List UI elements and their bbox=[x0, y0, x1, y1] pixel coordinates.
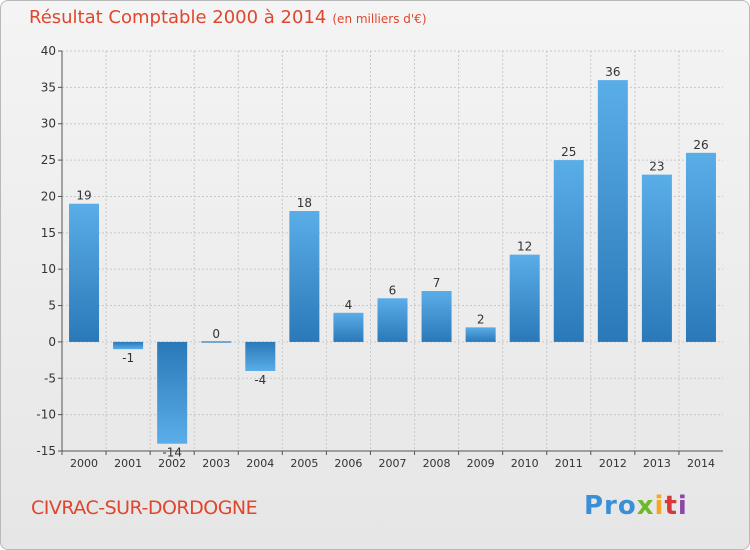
y-tick-label: 0 bbox=[48, 335, 56, 349]
bar bbox=[201, 341, 232, 343]
proxiti-logo: Proxiti bbox=[584, 491, 688, 521]
commune-name: CIVRAC-SUR-DORDOGNE bbox=[31, 497, 258, 519]
bar bbox=[245, 341, 276, 371]
bar bbox=[113, 341, 144, 350]
x-tick-label: 2012 bbox=[599, 457, 627, 470]
bar bbox=[553, 160, 584, 342]
x-tick-label: 2000 bbox=[70, 457, 98, 470]
grid-lines bbox=[62, 50, 723, 452]
value-label: 19 bbox=[76, 189, 91, 203]
x-tick-label: 2001 bbox=[114, 457, 142, 470]
y-tick-label: 25 bbox=[41, 153, 56, 167]
bar bbox=[69, 203, 100, 342]
x-tick-label: 2013 bbox=[643, 457, 671, 470]
y-tick-label: -5 bbox=[44, 371, 56, 385]
bar bbox=[641, 174, 672, 342]
logo-part: Pro bbox=[584, 491, 637, 521]
bar bbox=[509, 254, 540, 342]
x-tick-label: 2005 bbox=[290, 457, 318, 470]
x-tick-label: 2007 bbox=[379, 457, 407, 470]
y-tick-label: 35 bbox=[41, 80, 56, 94]
logo-part: i bbox=[677, 491, 688, 521]
value-label: 7 bbox=[433, 276, 441, 290]
bar bbox=[685, 152, 716, 342]
value-label: 18 bbox=[297, 196, 312, 210]
y-tick-label: 20 bbox=[41, 189, 56, 203]
y-tick-label: -15 bbox=[36, 444, 56, 458]
bar bbox=[333, 312, 364, 342]
value-label: 4 bbox=[345, 298, 353, 312]
value-label: 12 bbox=[517, 240, 532, 254]
value-label: 2 bbox=[477, 312, 485, 326]
value-label: 6 bbox=[389, 283, 397, 297]
value-label: 0 bbox=[212, 327, 220, 341]
value-label: -14 bbox=[162, 446, 182, 460]
value-label: 26 bbox=[693, 138, 708, 152]
bar bbox=[289, 211, 320, 342]
x-tick-label: 2006 bbox=[334, 457, 362, 470]
value-label: -1 bbox=[122, 351, 134, 365]
logo-part: x bbox=[636, 491, 655, 521]
value-label: 25 bbox=[561, 145, 576, 159]
x-tick-label: 2003 bbox=[202, 457, 230, 470]
value-label: 23 bbox=[649, 160, 664, 174]
chart-title: Résultat Comptable 2000 à 2014 (en millie… bbox=[29, 7, 427, 28]
y-tick-label: 10 bbox=[41, 262, 56, 276]
logo-part: i bbox=[654, 491, 665, 521]
y-tick-label: 30 bbox=[41, 117, 56, 131]
chart-title-text: Résultat Comptable 2000 à 2014 bbox=[29, 7, 327, 28]
x-tick-label: 2002 bbox=[158, 457, 186, 470]
y-tick-label: 40 bbox=[41, 44, 56, 58]
x-tick-label: 2009 bbox=[467, 457, 495, 470]
y-tick-label: 5 bbox=[48, 299, 56, 313]
value-labels: 19 -1 -14 0 -4 18 4 6 7 2 12 25 36 23 26 bbox=[76, 65, 708, 460]
x-tick-label: 2004 bbox=[246, 457, 274, 470]
bar bbox=[421, 291, 452, 342]
y-tick-label: -10 bbox=[36, 408, 56, 422]
bar bbox=[377, 298, 408, 342]
bar bbox=[157, 341, 188, 444]
bar bbox=[465, 327, 496, 342]
bar bbox=[597, 80, 628, 342]
value-label: -4 bbox=[254, 373, 266, 387]
x-tick-label: 2014 bbox=[687, 457, 715, 470]
bars bbox=[69, 80, 716, 444]
chart-subtitle: (en milliers d'€) bbox=[332, 12, 427, 26]
value-label: 36 bbox=[605, 65, 620, 79]
y-tick-label: 15 bbox=[41, 226, 56, 240]
logo-part: t bbox=[664, 491, 678, 521]
x-tick-label: 2010 bbox=[511, 457, 539, 470]
x-tick-label: 2008 bbox=[423, 457, 451, 470]
x-tick-label: 2011 bbox=[555, 457, 583, 470]
